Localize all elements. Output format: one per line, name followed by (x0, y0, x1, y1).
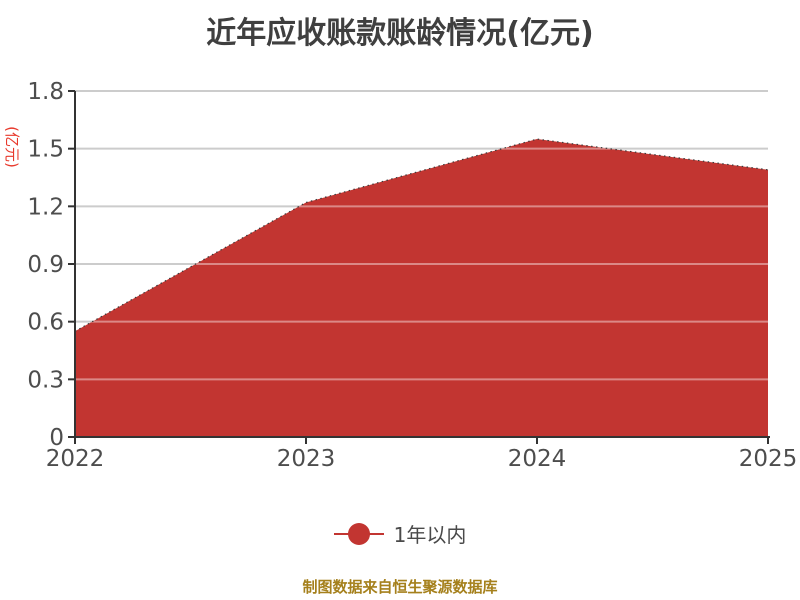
y-axis-tick-label: 0 (49, 425, 64, 451)
x-axis-tick-label: 2025 (739, 446, 798, 472)
chart-title: 近年应收账款账龄情况(亿元) (206, 16, 594, 51)
x-axis-tick-label: 2024 (508, 446, 567, 472)
y-axis-tick-label: 0.3 (27, 367, 64, 393)
x-axis-tick-label: 2023 (277, 446, 336, 472)
x-axis-tick-label: 2022 (46, 446, 105, 472)
area-series-fill (75, 139, 768, 438)
y-axis-tick-label: 1.2 (27, 194, 64, 220)
y-axis-tick-label: 0.9 (27, 252, 64, 278)
y-axis-tick-label: 1.8 (27, 79, 64, 105)
legend-circle-icon (347, 522, 370, 545)
legend-marker[interactable] (333, 522, 384, 546)
y-axis-tick-label: 1.5 (27, 137, 64, 163)
y-axis-tick-label: 0.6 (27, 310, 64, 336)
data-source-note: 制图数据来自恒生聚源数据库 (302, 578, 498, 596)
legend-label[interactable]: 1年以内 (393, 523, 467, 547)
legend: 1年以内 (0, 519, 800, 548)
